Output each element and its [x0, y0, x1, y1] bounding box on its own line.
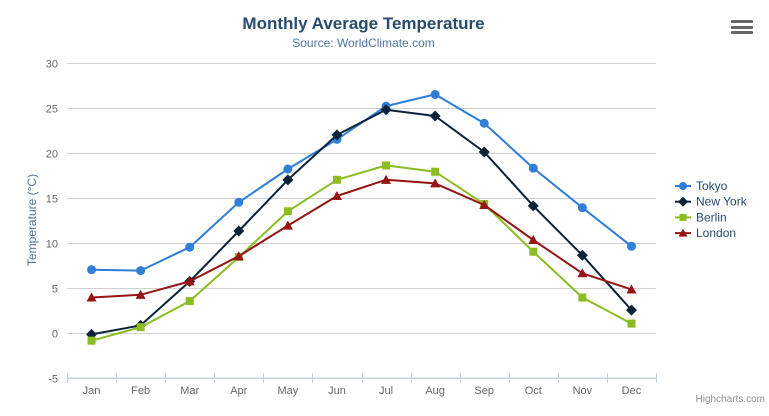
x-axis-label: Dec [622, 385, 642, 397]
x-axis-label: May [277, 385, 298, 397]
data-point[interactable] [282, 174, 294, 186]
data-point[interactable] [479, 199, 490, 209]
legend-label: London [696, 226, 736, 240]
x-axis-label: Sep [474, 385, 494, 397]
legend-marker-diamond-icon [678, 196, 688, 207]
data-point[interactable] [626, 284, 637, 294]
x-axis-label: Nov [573, 385, 593, 397]
legend-label: Tokyo [696, 179, 728, 193]
data-point[interactable] [86, 292, 97, 302]
data-point[interactable] [626, 241, 636, 251]
data-point[interactable] [331, 190, 342, 200]
data-point[interactable] [478, 146, 490, 158]
data-point[interactable] [136, 266, 146, 276]
series-line [90, 93, 633, 272]
hamburger-icon [731, 31, 753, 34]
data-point[interactable] [185, 297, 194, 306]
data-point[interactable] [380, 104, 392, 116]
data-point[interactable] [185, 242, 195, 252]
data-point[interactable] [282, 220, 293, 230]
data-point[interactable] [283, 164, 293, 174]
data-point[interactable] [479, 118, 489, 128]
data-point[interactable] [577, 203, 587, 213]
x-axis-label: Jul [379, 385, 393, 397]
data-point[interactable] [87, 336, 96, 345]
x-axis-label: Oct [525, 385, 542, 397]
series-line [90, 164, 633, 342]
data-point[interactable] [431, 167, 440, 176]
x-axis: Jan Feb Mar Apr May Jun Jul Aug Sep Oct Nov Dec [67, 373, 657, 397]
legend-marker-square-icon [679, 213, 687, 221]
data-point[interactable] [527, 200, 539, 212]
legend-label: Berlin [696, 210, 727, 224]
y-axis-label: -5 [48, 374, 58, 386]
series-tokyo [87, 89, 636, 276]
data-point[interactable] [578, 293, 587, 302]
context-menu-button[interactable] [731, 20, 753, 34]
y-axis-label: 25 [46, 104, 58, 116]
data-point[interactable] [332, 175, 341, 184]
x-axis-label: Jan [83, 385, 101, 397]
y-axis-title: Temperature (°C) [25, 174, 39, 266]
y-axis-label: 10 [46, 239, 58, 251]
credits-link[interactable]: Highcharts.com [695, 394, 765, 405]
data-point[interactable] [430, 178, 441, 188]
hamburger-icon [731, 20, 753, 23]
data-point[interactable] [135, 289, 146, 299]
y-grid: -5 0 5 10 15 20 25 30 [46, 59, 656, 386]
series-line [90, 178, 633, 299]
series-line [90, 108, 633, 336]
legend-item-tokyo[interactable]: Tokyo [675, 179, 728, 193]
data-point[interactable] [625, 304, 637, 316]
data-point[interactable] [233, 225, 245, 237]
legend-marker-circle-icon [679, 182, 687, 190]
legend-item-new-york[interactable]: New York [675, 195, 748, 209]
data-point[interactable] [283, 207, 292, 216]
x-axis-label: Aug [425, 385, 445, 397]
data-point[interactable] [528, 235, 539, 245]
data-point[interactable] [331, 129, 343, 141]
legend-item-berlin[interactable]: Berlin [675, 210, 727, 224]
data-point[interactable] [576, 249, 588, 261]
data-point[interactable] [87, 265, 97, 275]
hamburger-icon [731, 25, 753, 29]
data-point[interactable] [136, 323, 145, 332]
x-axis-label: Mar [180, 385, 199, 397]
series-london [86, 174, 637, 302]
data-point[interactable] [529, 247, 538, 256]
data-point[interactable] [184, 276, 195, 286]
legend-item-london[interactable]: London [675, 226, 736, 240]
data-point[interactable] [430, 89, 440, 99]
x-axis-label: Feb [131, 385, 150, 397]
legend-marker-triangle-icon [678, 228, 688, 237]
data-point[interactable] [234, 197, 244, 207]
y-axis-label: 5 [52, 284, 58, 296]
data-point[interactable] [382, 161, 391, 170]
data-point[interactable] [528, 163, 538, 173]
y-axis-label: 0 [52, 329, 58, 341]
series-new-york [86, 104, 637, 340]
data-point[interactable] [429, 110, 441, 122]
y-axis-label: 15 [46, 194, 58, 206]
chart-subtitle: Source: WorldClimate.com [292, 36, 435, 50]
data-point[interactable] [627, 319, 636, 328]
x-axis-label: Apr [230, 385, 247, 397]
y-axis-label: 30 [46, 59, 58, 71]
chart-title: Monthly Average Temperature [242, 14, 485, 33]
data-point[interactable] [577, 268, 588, 278]
x-axis-label: Jun [328, 385, 346, 397]
y-axis-label: 20 [46, 149, 58, 161]
legend-label: New York [696, 195, 748, 209]
data-point[interactable] [381, 174, 392, 184]
data-point[interactable] [233, 251, 244, 261]
